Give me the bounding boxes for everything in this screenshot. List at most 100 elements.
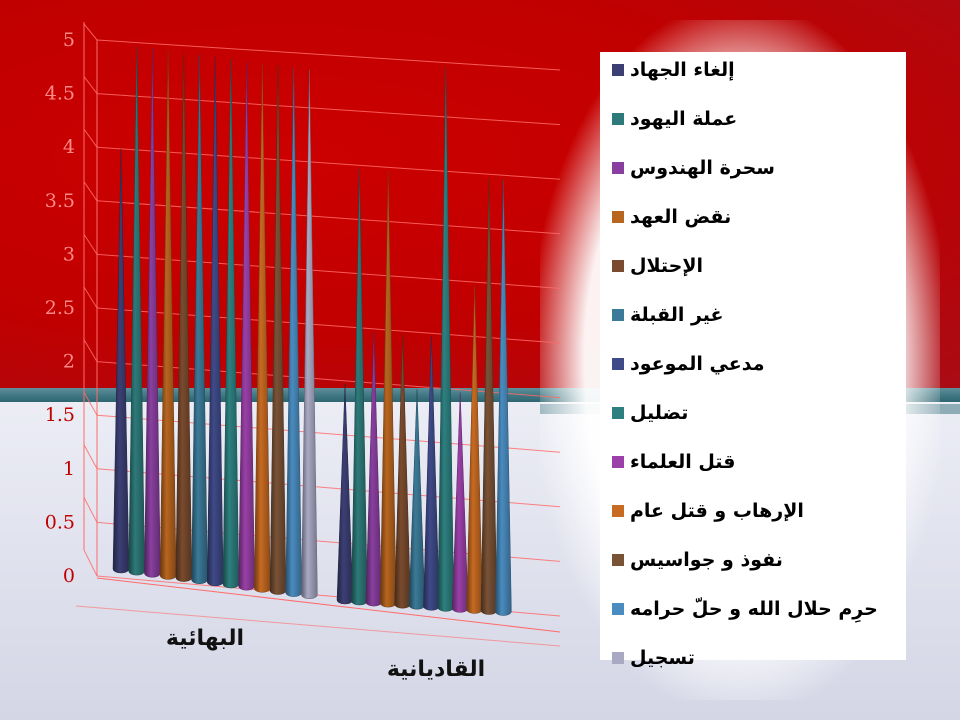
legend-label: الإحتلال <box>630 255 704 277</box>
legend-label: غير القبلة <box>630 304 724 326</box>
legend-swatch <box>612 113 624 125</box>
legend-item: الإحتلال <box>612 254 703 278</box>
legend-swatch <box>612 603 624 615</box>
cone-bar <box>112 148 130 574</box>
gridline <box>96 39 561 71</box>
cone-bar <box>495 179 512 616</box>
legend-swatch <box>612 211 624 223</box>
gridline <box>96 146 561 180</box>
y-tick-label: 3.5 <box>45 190 75 212</box>
gridline-side <box>83 23 98 41</box>
gridline-side <box>83 339 98 362</box>
cone-bar <box>301 69 318 600</box>
gridline <box>96 307 561 344</box>
gridline-side <box>83 286 98 309</box>
y-tick-label: 4 <box>63 136 75 158</box>
legend-item: الإرهاب و قتل عام <box>612 499 804 523</box>
y-tick-label: 5 <box>63 29 75 51</box>
legend-label: مدعي الموعود <box>630 353 765 375</box>
legend-item: حرِم حلال الله و حلّ حرامه <box>612 597 878 621</box>
cone-bar <box>365 332 383 607</box>
legend-item: نفوذ و جواسيس <box>612 548 783 572</box>
cone-bar <box>480 178 498 615</box>
legend-label: تضليل <box>630 402 689 424</box>
cone-bar <box>466 285 483 614</box>
cone-bar <box>451 392 469 613</box>
cone-bar <box>285 67 302 597</box>
cone-bar <box>222 59 240 589</box>
gridline <box>96 253 561 289</box>
cone-bar <box>175 52 193 582</box>
y-tick-labels: 0 0.5 1 1.5 2 2.5 3 3.5 4 4.5 5 <box>45 29 75 587</box>
cone-bar <box>269 65 287 595</box>
cone-bar <box>423 336 440 611</box>
legend-item: مدعي الموعود <box>612 352 765 376</box>
legend-label: عملة اليهود <box>630 108 738 130</box>
legend-item: عملة اليهود <box>612 107 737 131</box>
legend-swatch <box>612 407 624 419</box>
legend-label: تسجيل <box>630 647 695 669</box>
legend-swatch <box>612 162 624 174</box>
gridline-side <box>83 128 98 148</box>
gridline-side <box>83 444 98 470</box>
legend-item: إلغاء الجهاد <box>612 58 735 82</box>
legend-swatch <box>612 358 624 370</box>
gridline-side <box>83 549 98 577</box>
gridline-side <box>83 391 98 416</box>
cone-bar <box>238 61 255 591</box>
legend-label: قتل العلماء <box>630 451 736 473</box>
legend-swatch <box>612 505 624 517</box>
cone-bar <box>408 389 426 610</box>
legend-swatch <box>612 456 624 468</box>
legend-item: تسجيل <box>612 646 695 670</box>
legend-swatch <box>612 652 624 664</box>
cone-bar <box>394 334 411 609</box>
gridline-side <box>83 181 98 202</box>
gridline-side <box>83 234 98 255</box>
y-tick-label: 2.5 <box>45 297 75 319</box>
floor-front-edge <box>75 605 561 647</box>
legend-item: قتل العلماء <box>612 450 735 474</box>
cone-bar <box>191 54 208 584</box>
legend-item: تضليل <box>612 401 688 425</box>
legend-label: إلغاء الجهاد <box>630 59 735 81</box>
category-label: القاديانية <box>387 657 485 682</box>
category-label: البهائية <box>166 626 244 651</box>
gridline <box>96 200 561 235</box>
cone-bar <box>351 169 368 606</box>
gridline <box>96 93 561 126</box>
legend-item: نقض العهد <box>612 205 731 229</box>
floor-edge <box>96 577 561 633</box>
y-tick-label: 2 <box>63 351 75 373</box>
legend-label: نفوذ و جواسيس <box>630 549 783 571</box>
y-tick-label: 4.5 <box>45 83 75 105</box>
legend-label: نقض العهد <box>630 206 732 228</box>
legend-item: غير القبلة <box>612 303 724 327</box>
cone-bar <box>206 56 224 587</box>
cone-bar <box>254 63 271 593</box>
y-tick-label: 0.5 <box>45 511 75 533</box>
y-tick-label: 1 <box>63 458 75 480</box>
cone-bar <box>437 67 455 612</box>
cone-bar <box>336 383 354 605</box>
cone-series-group <box>112 46 512 616</box>
legend-swatch <box>612 554 624 566</box>
legend-swatch <box>612 309 624 321</box>
legend-swatch <box>612 260 624 272</box>
legend-label: حرِم حلال الله و حلّ حرامه <box>630 598 878 620</box>
y-tick-label: 1.5 <box>45 404 75 426</box>
y-tick-label: 0 <box>63 565 75 587</box>
y-tick-label: 3 <box>63 243 75 265</box>
cone-bar <box>379 171 397 608</box>
chart-legend: إلغاء الجهاد عملة اليهود سحرة الهندوس نقض ا… <box>600 52 906 669</box>
gridline <box>96 414 561 453</box>
legend-label: سحرة الهندوس <box>630 157 775 179</box>
gridline-side <box>83 497 98 523</box>
gridline <box>96 361 561 399</box>
legend-label: الإرهاب و قتل عام <box>630 500 804 522</box>
legend-item: سحرة الهندوس <box>612 156 775 180</box>
gridline-side <box>83 76 98 94</box>
legend-swatch <box>612 64 624 76</box>
cone-bar <box>159 50 177 580</box>
